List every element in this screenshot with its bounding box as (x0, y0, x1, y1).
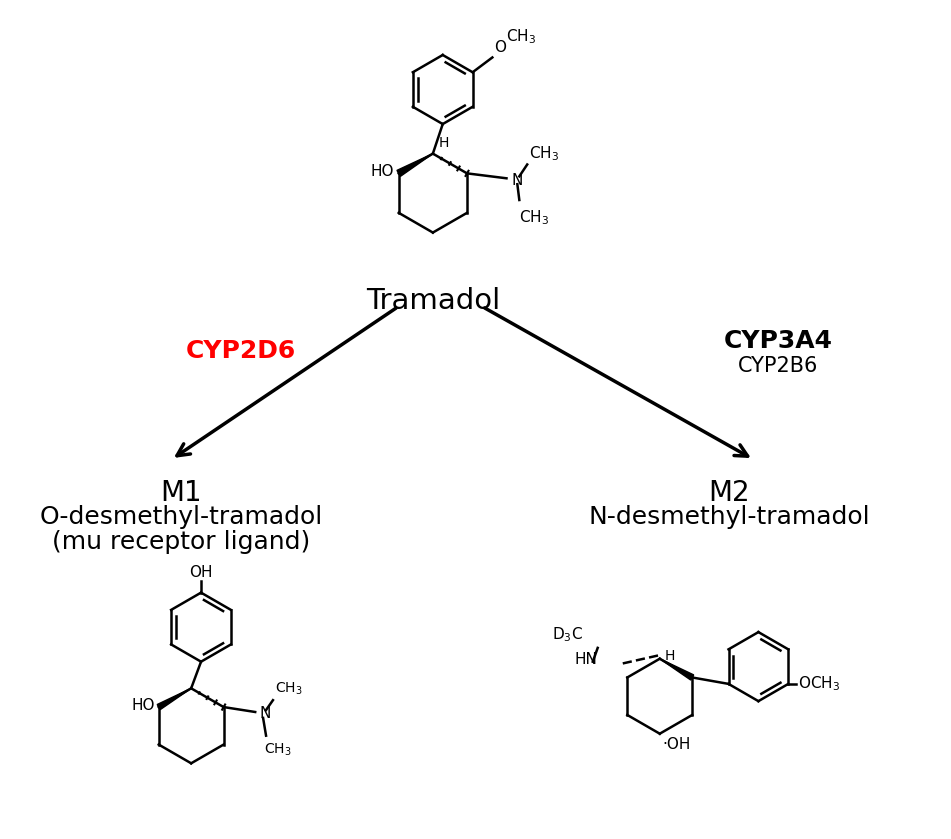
Text: OCH$_3$: OCH$_3$ (798, 675, 841, 693)
Text: H: H (438, 136, 449, 149)
Text: N: N (512, 173, 523, 188)
Polygon shape (660, 659, 693, 680)
Text: OH: OH (189, 565, 213, 580)
Text: M2: M2 (708, 479, 749, 508)
Text: CH$_3$: CH$_3$ (264, 742, 292, 758)
Text: HO: HO (131, 697, 155, 712)
Text: CYP2B6: CYP2B6 (738, 356, 818, 376)
Text: (mu receptor ligand): (mu receptor ligand) (52, 530, 310, 555)
Text: M1: M1 (161, 479, 203, 508)
Text: O-desmethyl-tramadol: O-desmethyl-tramadol (40, 505, 323, 529)
Polygon shape (397, 154, 433, 176)
Polygon shape (157, 688, 191, 710)
Text: CH$_3$: CH$_3$ (529, 143, 559, 163)
Text: CH$_3$: CH$_3$ (275, 680, 302, 697)
Text: H: H (665, 649, 675, 663)
Text: Tramadol: Tramadol (366, 287, 500, 315)
Text: D$_3$C: D$_3$C (552, 626, 583, 644)
Text: CH$_3$: CH$_3$ (506, 27, 536, 45)
Text: HN: HN (574, 652, 597, 667)
Text: CYP3A4: CYP3A4 (724, 329, 833, 353)
Text: O: O (495, 40, 506, 55)
Text: HO: HO (370, 164, 394, 179)
Text: N-desmethyl-tramadol: N-desmethyl-tramadol (588, 505, 869, 529)
Text: CH$_3$: CH$_3$ (519, 208, 550, 227)
Text: CYP2D6: CYP2D6 (185, 339, 296, 363)
Text: N: N (259, 706, 270, 722)
Text: ·OH: ·OH (663, 737, 691, 752)
